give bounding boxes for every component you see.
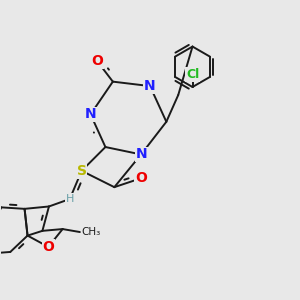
Text: N: N <box>144 79 156 93</box>
Text: N: N <box>85 107 96 121</box>
Text: N: N <box>135 148 147 161</box>
Text: O: O <box>42 240 54 254</box>
Text: Cl: Cl <box>186 68 199 81</box>
Text: H: H <box>66 194 74 204</box>
Text: CH₃: CH₃ <box>81 227 101 237</box>
Text: S: S <box>76 164 87 178</box>
Text: O: O <box>92 54 103 68</box>
Text: O: O <box>135 171 147 185</box>
